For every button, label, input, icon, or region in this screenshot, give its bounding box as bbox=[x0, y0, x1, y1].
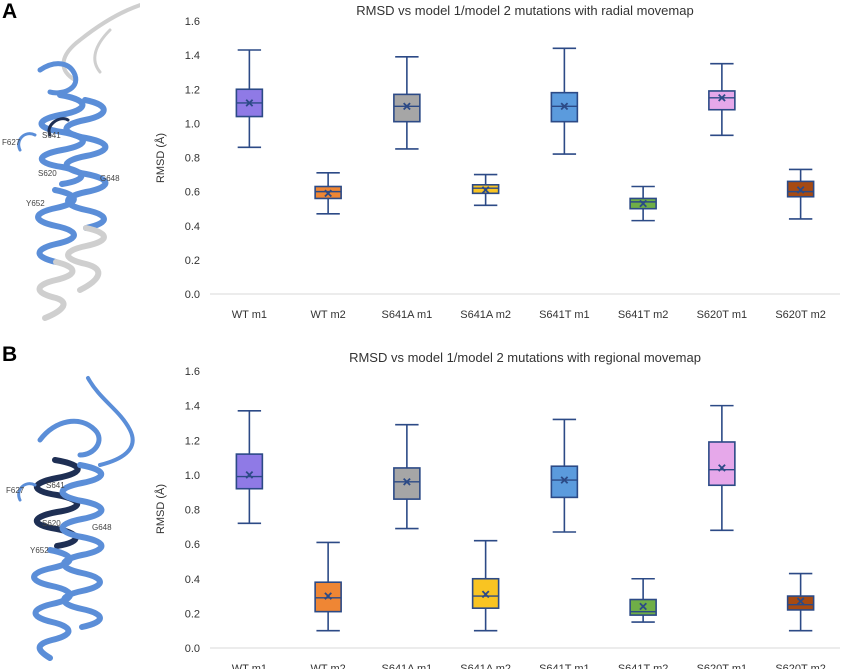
y-tick-label: 0.4 bbox=[185, 574, 200, 586]
box-s620t-m2 bbox=[786, 572, 815, 632]
box-iqr bbox=[708, 441, 736, 487]
x-tick-label: S620T m2 bbox=[775, 309, 826, 320]
x-tick-label: WT m1 bbox=[232, 663, 267, 669]
box-wt-m2 bbox=[314, 172, 342, 215]
box-s620t-m1 bbox=[708, 404, 736, 532]
y-tick-label: 0.4 bbox=[185, 221, 200, 233]
y-tick-label: 1.4 bbox=[185, 401, 200, 413]
box-iqr bbox=[393, 467, 421, 500]
x-tick-label: S641A m2 bbox=[460, 309, 511, 320]
x-tick-label: S620T m1 bbox=[697, 309, 748, 320]
box-s641a-m2 bbox=[471, 173, 500, 207]
helix-ribbon bbox=[17, 376, 135, 661]
y-tick-label: 0.0 bbox=[185, 643, 200, 655]
y-tick-label: 1.2 bbox=[185, 435, 200, 447]
y-tick-label: 1.6 bbox=[185, 366, 200, 378]
box-iqr bbox=[786, 595, 815, 611]
box-iqr bbox=[393, 93, 421, 123]
box-iqr bbox=[550, 465, 579, 499]
rmsd-chart-radial: RMSD vs model 1/model 2 mutations with r… bbox=[154, 3, 840, 320]
y-tick-label: 0.2 bbox=[185, 608, 200, 620]
mean-marker bbox=[639, 199, 647, 208]
residue-label-f627: F627 bbox=[2, 138, 21, 147]
y-tick-label: 0.6 bbox=[185, 539, 200, 551]
y-tick-label: 0.2 bbox=[185, 255, 200, 267]
box-s641t-m1 bbox=[550, 418, 579, 533]
x-tick-label: S641A m1 bbox=[381, 663, 432, 669]
chart-title: RMSD vs model 1/model 2 mutations with r… bbox=[356, 3, 693, 18]
mean-marker bbox=[403, 477, 411, 486]
mean-marker bbox=[403, 102, 411, 111]
mean-marker bbox=[639, 602, 647, 611]
residue-label-g648: G648 bbox=[92, 523, 112, 532]
box-s641a-m1 bbox=[393, 56, 421, 150]
residue-label-s620: S620 bbox=[42, 519, 61, 528]
y-tick-label: 0.6 bbox=[185, 187, 200, 199]
y-tick-label: 1.6 bbox=[185, 16, 200, 28]
residue-label-f627: F627 bbox=[6, 486, 25, 495]
y-axis-label: RMSD (Å) bbox=[154, 484, 167, 534]
mean-marker bbox=[796, 597, 805, 606]
y-tick-label: 1.0 bbox=[185, 118, 200, 130]
box-wt-m1 bbox=[235, 49, 264, 149]
residue-label-s641: S641 bbox=[42, 131, 61, 140]
box-s641a-m1 bbox=[393, 423, 421, 530]
box-s641a-m2 bbox=[471, 539, 500, 632]
mean-marker bbox=[481, 186, 490, 194]
y-tick-label: 0.0 bbox=[185, 289, 200, 301]
mean-marker bbox=[718, 464, 726, 472]
box-iqr bbox=[708, 90, 736, 111]
x-tick-label: S641A m1 bbox=[381, 309, 432, 320]
helix-ribbon bbox=[17, 2, 140, 321]
mean-marker bbox=[245, 471, 254, 479]
box-s620t-m1 bbox=[708, 62, 736, 137]
box-s641t-m2 bbox=[629, 577, 657, 623]
residue-label-y652: Y652 bbox=[30, 546, 49, 555]
mean-marker bbox=[560, 476, 569, 484]
mean-marker bbox=[324, 592, 332, 600]
box-s641t-m1 bbox=[550, 47, 579, 155]
box-wt-m2 bbox=[314, 541, 342, 632]
y-tick-label: 0.8 bbox=[185, 505, 200, 517]
x-tick-label: S641T m1 bbox=[539, 663, 590, 669]
chart-title: RMSD vs model 1/model 2 mutations with r… bbox=[349, 350, 701, 365]
residue-label-s641: S641 bbox=[46, 481, 65, 490]
x-tick-label: WT m2 bbox=[311, 663, 346, 669]
mean-marker bbox=[718, 93, 726, 102]
panel-a-label: A bbox=[2, 0, 18, 23]
x-tick-label: S620T m2 bbox=[775, 663, 826, 669]
mean-marker bbox=[796, 186, 805, 194]
y-tick-label: 1.4 bbox=[185, 50, 200, 62]
mean-marker bbox=[245, 99, 254, 107]
plot-area: 0.0 0.2 0.4 0.6 0.8 1.0 1.2 1.4 1.6 WT m1 WT m2 S64… bbox=[185, 366, 840, 669]
x-tick-label: WT m1 bbox=[232, 309, 267, 320]
plot-area: 0.0 0.2 0.4 0.6 0.8 1.0 1.2 1.4 1.6 WT m1 WT m2 S64… bbox=[185, 16, 840, 320]
residue-label-g648: G648 bbox=[100, 174, 120, 183]
y-tick-label: 1.2 bbox=[185, 84, 200, 96]
box-s620t-m2 bbox=[786, 168, 815, 220]
x-tick-label: S641T m1 bbox=[539, 309, 590, 320]
x-tick-label: S641A m2 bbox=[460, 663, 511, 669]
y-tick-label: 1.0 bbox=[185, 470, 200, 482]
residue-label-s620: S620 bbox=[38, 169, 57, 178]
box-s641t-m2 bbox=[629, 185, 657, 222]
y-axis-label: RMSD (Å) bbox=[154, 133, 167, 183]
x-tick-label: S641T m2 bbox=[618, 309, 669, 320]
protein-structure-b: F627 S641 S620 G648 Y652 bbox=[6, 376, 135, 661]
box-iqr bbox=[235, 453, 264, 490]
box-wt-m1 bbox=[235, 410, 264, 525]
residue-label-y652: Y652 bbox=[26, 199, 45, 208]
rmsd-chart-regional: RMSD vs model 1/model 2 mutations with r… bbox=[154, 350, 840, 669]
mean-marker bbox=[481, 590, 490, 599]
x-tick-label: WT m2 bbox=[311, 309, 346, 320]
mean-marker bbox=[324, 189, 332, 198]
protein-structure-a: F627 S641 S620 G648 Y652 bbox=[2, 2, 140, 321]
panel-b-label: B bbox=[2, 343, 18, 366]
mean-marker bbox=[560, 102, 569, 111]
x-tick-label: S620T m1 bbox=[697, 663, 748, 669]
y-tick-label: 0.8 bbox=[185, 153, 200, 165]
x-tick-label: S641T m2 bbox=[618, 663, 669, 669]
